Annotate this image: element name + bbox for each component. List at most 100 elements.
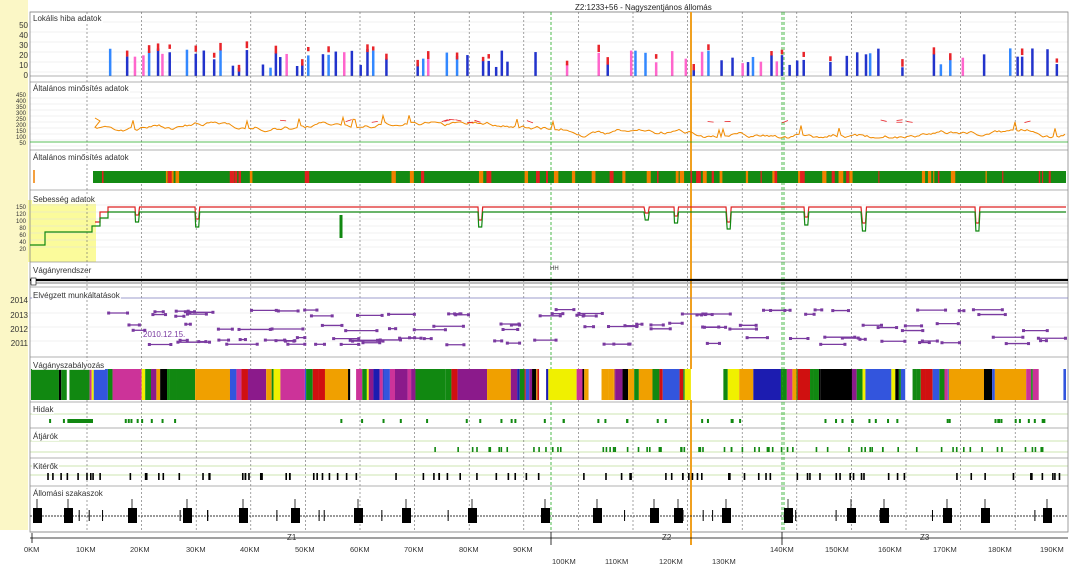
km-tick: 20KM <box>130 545 150 554</box>
regulation-segment <box>862 369 866 400</box>
work-start-mark <box>387 312 391 316</box>
station-block <box>33 508 42 523</box>
switch-mark <box>144 473 147 480</box>
switch-mark <box>769 473 772 480</box>
regulation-segment <box>588 369 602 400</box>
work-start-mark <box>303 308 307 312</box>
regulation-segment <box>939 369 945 400</box>
work-start-mark <box>249 308 253 312</box>
quality-band-segment <box>609 171 614 183</box>
bridge-mark <box>1000 419 1003 423</box>
work-start-mark <box>184 322 188 326</box>
crossing-mark <box>538 447 540 452</box>
work-end-mark <box>211 310 215 314</box>
regulation-segment <box>662 369 680 400</box>
regulation-segment <box>851 369 857 400</box>
fault-bar <box>949 56 952 76</box>
regulation-segment <box>856 369 863 400</box>
fault-bar-top <box>212 52 216 58</box>
fault-bar <box>634 50 637 76</box>
regulation-segment <box>525 369 530 400</box>
work-end-mark <box>380 313 384 317</box>
work-end-mark <box>376 338 380 342</box>
fault-bar <box>901 67 904 76</box>
regulation-segment <box>796 369 798 400</box>
crossing-mark <box>699 447 702 452</box>
work-end-mark <box>169 342 173 346</box>
fault-bar <box>692 67 695 76</box>
work-start-mark <box>550 312 554 316</box>
switch-mark <box>525 473 528 480</box>
work-end-mark <box>1063 336 1067 340</box>
fault-bar <box>133 56 137 76</box>
quality-threshold-mark <box>781 120 789 124</box>
crossing-mark <box>648 447 651 452</box>
fault-bar <box>161 53 164 76</box>
crossing-mark <box>981 447 983 452</box>
km-tick: 40KM <box>240 545 260 554</box>
work-end-mark <box>765 336 769 340</box>
regulation-segment <box>1031 369 1033 400</box>
switch-mark <box>757 473 760 480</box>
fault-bar-top <box>1055 58 1059 63</box>
work-end-mark <box>381 339 385 343</box>
work-end-mark <box>921 329 925 333</box>
work-end-mark <box>582 313 586 317</box>
switch-mark <box>835 473 838 480</box>
quality-threshold-mark <box>444 119 451 122</box>
regulation-segment <box>638 369 653 400</box>
bridge-mark <box>874 419 877 423</box>
fault-axis-tick: 30 <box>19 41 28 50</box>
crossing-mark <box>457 447 459 452</box>
regulation-segment <box>900 369 906 400</box>
switch-mark <box>495 473 498 480</box>
work-start-mark <box>153 310 157 314</box>
work-start-mark <box>238 338 242 342</box>
work-start-mark <box>445 343 449 347</box>
crossing-mark <box>869 447 871 452</box>
work-start-mark <box>823 335 827 339</box>
work-end-mark <box>185 338 189 342</box>
switch-mark <box>60 473 62 480</box>
fault-bar-top <box>829 56 832 62</box>
work-start-mark <box>1004 342 1008 346</box>
work-end-mark <box>806 336 810 340</box>
fault-bar-top <box>301 59 304 66</box>
quality-threshold-mark <box>455 119 462 122</box>
bridge-mark <box>835 419 838 423</box>
fault-bar <box>494 66 498 76</box>
fault-bar <box>371 50 375 76</box>
quality-band-segment <box>745 171 749 183</box>
fault-bar <box>321 54 325 76</box>
switch-mark <box>285 473 288 480</box>
regulation-segment <box>537 369 540 400</box>
regulation-segment <box>659 369 663 400</box>
works-year-tick: 2012 <box>10 325 28 334</box>
lane-label-speed: Sebesség adatok <box>32 195 96 204</box>
fault-bar <box>421 58 425 76</box>
km-tick-lower: 130KM <box>712 557 736 566</box>
quality-threshold-mark <box>896 119 903 121</box>
fault-bar <box>219 50 222 76</box>
work-start-mark <box>387 327 391 331</box>
quality-band-segment <box>101 171 104 183</box>
fault-axis-tick: 40 <box>19 31 28 40</box>
work-end-mark <box>443 328 447 332</box>
quality-band-segment <box>800 171 805 183</box>
work-end-mark <box>378 341 382 345</box>
crossing-mark <box>753 447 756 452</box>
fault-bar-top <box>949 53 952 61</box>
regulation-segment <box>69 369 90 400</box>
quality-band-segment <box>304 171 310 183</box>
fault-bar <box>864 54 868 76</box>
regulation-segment <box>865 369 892 400</box>
regulation-segment <box>948 369 984 400</box>
switch-mark <box>839 473 841 480</box>
work-end-mark <box>461 324 465 328</box>
regulation-segment <box>112 369 142 400</box>
fault-bar-top <box>194 45 198 52</box>
regulation-segment <box>753 369 781 400</box>
quality-axis-tick: 300 <box>15 111 26 117</box>
work-start-mark <box>920 339 924 343</box>
